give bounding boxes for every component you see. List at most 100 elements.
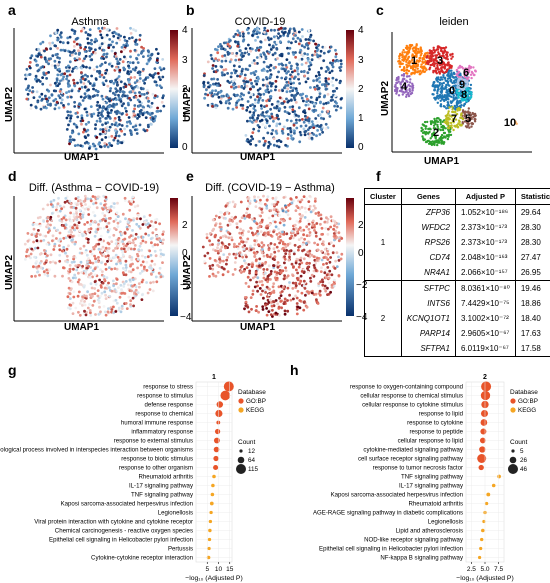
umap-cell-point <box>69 264 72 267</box>
umap-cell-point <box>67 85 70 88</box>
umap-cell-point <box>125 264 128 267</box>
umap-cell-point <box>211 243 214 246</box>
umap-cell-point <box>141 298 144 301</box>
umap-cell-point <box>292 298 295 301</box>
umap-cell-point <box>305 104 308 107</box>
cluster-point <box>443 62 445 64</box>
umap-cell-point <box>221 60 224 63</box>
umap-cell-point <box>269 223 272 226</box>
umap-cell-point <box>67 124 70 127</box>
umap-cell-point <box>291 105 294 108</box>
umap-cell-point <box>124 231 127 234</box>
umap-cell-point <box>317 214 320 217</box>
umap-cell-point <box>144 241 147 244</box>
cluster-point <box>472 66 474 68</box>
cluster-point <box>405 69 407 71</box>
umap-cell-point <box>92 195 95 198</box>
umap-cell-point <box>269 292 272 295</box>
umap-cell-point <box>101 36 104 39</box>
umap-cell-point <box>92 246 95 249</box>
umap-cell-point <box>278 242 281 245</box>
umap-cell-point <box>279 40 282 43</box>
umap-cell-point <box>305 197 308 200</box>
umap-cell-point <box>239 270 242 273</box>
umap-cell-point <box>284 106 287 109</box>
umap-cell-point <box>73 229 76 232</box>
umap-cell-point <box>140 52 143 55</box>
umap-cell-point <box>58 244 61 247</box>
umap-cell-point <box>305 95 308 98</box>
stat-cell: 19.46 <box>515 281 550 297</box>
term-label: Lipid and atherosclerosis <box>396 528 463 535</box>
umap-cell-point <box>303 285 306 288</box>
umap-cell-point <box>108 63 111 66</box>
umap-cell-point <box>65 219 68 222</box>
umap-cell-point <box>129 299 132 302</box>
umap-cell-point <box>67 80 70 83</box>
umap-cell-point <box>284 313 287 316</box>
umap-cell-point <box>278 89 281 92</box>
umap-cell-point <box>283 126 286 129</box>
umap-cell-point <box>85 295 88 298</box>
umap-cell-point <box>94 214 97 217</box>
colorbar-b <box>346 30 354 148</box>
term-label: response to cytokine <box>407 420 464 427</box>
term-label: response to peptide <box>409 429 463 436</box>
umap-cell-point <box>86 75 89 78</box>
cluster-point <box>421 61 423 63</box>
umap-cell-point <box>312 79 315 82</box>
umap-cell-point <box>262 78 265 81</box>
umap-cell-point <box>282 220 285 223</box>
umap-cell-point <box>100 111 103 114</box>
umap-cell-point <box>54 98 57 101</box>
cluster-point <box>434 140 436 142</box>
umap-cell-point <box>140 249 143 252</box>
umap-cell-point <box>84 86 87 89</box>
umap-cell-point <box>129 279 132 282</box>
umap-cell-point <box>301 35 304 38</box>
umap-cell-point <box>265 104 268 107</box>
umap-cell-point <box>103 278 106 281</box>
umap-cell-point <box>340 237 343 240</box>
umap-cell-point <box>306 98 309 101</box>
umap-cell-point <box>233 35 236 38</box>
umap-cell-point <box>125 110 128 113</box>
term-label: AGE-RAGE signaling pathway in diabetic c… <box>313 510 463 517</box>
umap-cell-point <box>214 104 217 107</box>
umap-cell-point <box>266 29 269 32</box>
umap-cell-point <box>84 92 87 95</box>
cluster-point <box>443 82 445 84</box>
umap-cell-point <box>130 76 133 79</box>
umap-cell-point <box>245 301 248 304</box>
cluster-point <box>406 45 408 47</box>
umap-cell-point <box>114 93 117 96</box>
umap-cell-point <box>101 63 104 66</box>
umap-cell-point <box>140 109 143 112</box>
umap-cell-point <box>115 42 118 45</box>
cluster-point <box>429 67 431 69</box>
umap-cell-point <box>295 114 298 117</box>
cluster-point <box>458 107 460 109</box>
cluster-point <box>441 134 443 136</box>
umap-cell-point <box>275 125 278 128</box>
umap-cell-point <box>128 37 131 40</box>
umap-cell-point <box>163 67 166 70</box>
umap-cell-point <box>122 213 125 216</box>
umap-cell-point <box>94 38 97 41</box>
enrichment-dot <box>480 428 486 434</box>
umap-cell-point <box>268 99 271 102</box>
umap-cell-point <box>138 91 141 94</box>
umap-cell-point <box>118 307 121 310</box>
umap-cell-point <box>274 255 277 258</box>
umap-cell-point <box>99 34 102 37</box>
umap-cell-point <box>45 107 48 110</box>
umap-cell-point <box>38 69 41 72</box>
umap-cell-point <box>118 75 121 78</box>
umap-cell-point <box>115 122 118 125</box>
umap-cell-point <box>79 144 82 147</box>
umap-cell-point <box>39 253 42 256</box>
umap-cell-point <box>277 261 280 264</box>
umap-cell-point <box>117 140 120 143</box>
umap-cell-point <box>54 66 57 69</box>
cluster-point <box>447 138 449 140</box>
